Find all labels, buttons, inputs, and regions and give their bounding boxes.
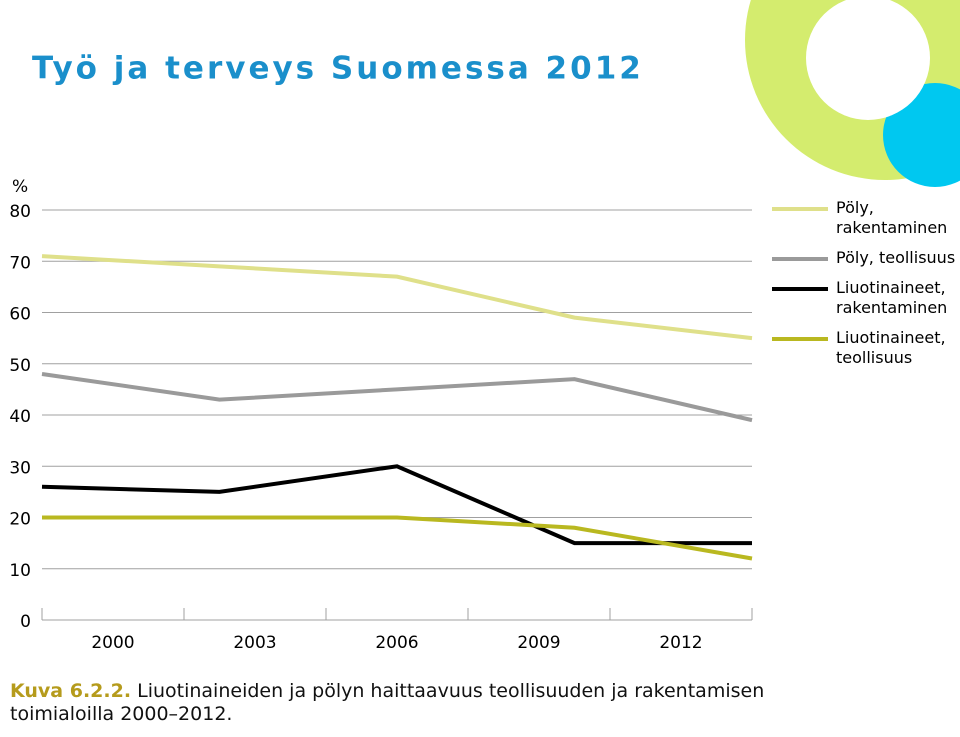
decoration [745,0,960,187]
legend-item: Pöly, teollisuus [772,248,958,268]
y-tick-label: 60 [9,305,31,325]
y-tick-label: 50 [9,356,31,376]
legend-swatch [772,287,828,291]
x-tick-label: 2006 [375,633,418,653]
legend-swatch [772,207,828,211]
legend-label: Liuotinaineet, rakentaminen [836,278,948,317]
y-unit: % [12,177,28,197]
x-tick-label: 2000 [91,633,134,653]
y-tick-label: 10 [9,561,31,581]
legend-swatch [772,337,828,341]
caption-label: Kuva 6.2.2. [10,680,132,702]
x-tick-label: 2012 [659,633,702,653]
y-tick-label: 20 [9,510,31,530]
series-line [42,515,753,561]
legend-item: Liuotinaineet, teollisuus [772,328,958,368]
y-tick-label: 70 [9,253,31,273]
series-line [41,254,753,341]
legend-swatch [772,257,828,261]
caption: Kuva 6.2.2. Liuotinaineiden ja pölyn hai… [10,680,800,726]
caption-text: Liuotinaineiden ja pölyn haittaavuus teo… [10,680,765,725]
series-line [41,464,752,546]
series-line [41,372,753,423]
y-tick-label: 80 [9,202,31,222]
y-tick-label: 0 [20,612,31,632]
x-tick-label: 2003 [233,633,276,653]
y-tick-label: 30 [9,458,31,478]
legend-label: Pöly, rakentaminen [836,198,948,237]
x-tick-label: 2009 [517,633,560,653]
legend-item: Liuotinaineet, rakentaminen [772,278,958,318]
legend: Pöly, rakentaminen Pöly, teollisuus Liuoti… [772,198,958,378]
legend-label: Liuotinaineet, teollisuus [836,328,946,367]
page-title: Työ ja terveys Suomessa 2012 [32,51,644,87]
legend-label: Pöly, teollisuus [836,248,956,267]
legend-item: Pöly, rakentaminen [772,198,958,238]
y-tick-label: 40 [9,407,31,427]
